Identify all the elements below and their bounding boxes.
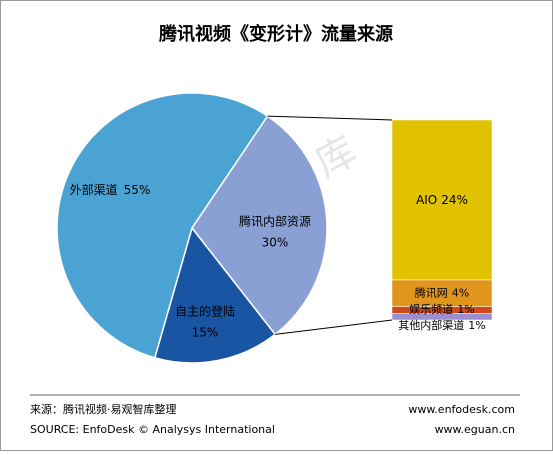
source-cn: 来源：腾讯视频·易观智库整理 (30, 402, 177, 416)
connector (267, 115, 393, 121)
bar-value-label: 1% (457, 303, 474, 316)
bar-category: 娱乐频道 (409, 302, 453, 316)
bar-category: AIO (416, 193, 437, 207)
pie-label: 外部渠道 55% (70, 182, 151, 197)
pie-slice (56, 92, 269, 359)
pie-value-label: 15% (192, 326, 219, 340)
chart-title: 腾讯视频《变形计》流量来源 (159, 23, 393, 45)
site: www.enfodesk.com (408, 403, 515, 416)
bar-value-label: 1% (468, 319, 485, 332)
bar-label: 娱乐频道 1% (409, 302, 474, 316)
connector (275, 319, 393, 335)
bar-category: 其他内部渠道 (398, 318, 464, 332)
pie-value-label: 55% (124, 183, 151, 197)
bar-label: AIO 24% (416, 193, 468, 207)
pie-slice (153, 226, 277, 364)
bar-category: 腾讯网 (415, 285, 448, 299)
pie-category: 外部渠道 (70, 182, 118, 197)
pie-value-label: 30% (262, 236, 289, 250)
pie-slice (191, 115, 328, 336)
pie-category: 腾讯内部资源 (239, 214, 311, 229)
bar-segment (391, 313, 493, 321)
pie-category: 自主的登陆 (175, 304, 235, 319)
bar-segment (391, 279, 493, 307)
bar-value-label: 4% (452, 286, 469, 299)
bar-value-label: 24% (441, 193, 468, 207)
source-en: SOURCE: EnfoDesk © Analysys Internationa… (30, 423, 275, 436)
site: www.eguan.cn (435, 423, 515, 436)
bar-segment (391, 119, 493, 281)
bar-label: 腾讯网 4% (415, 285, 469, 299)
bar-label: 其他内部渠道 1% (398, 318, 485, 332)
